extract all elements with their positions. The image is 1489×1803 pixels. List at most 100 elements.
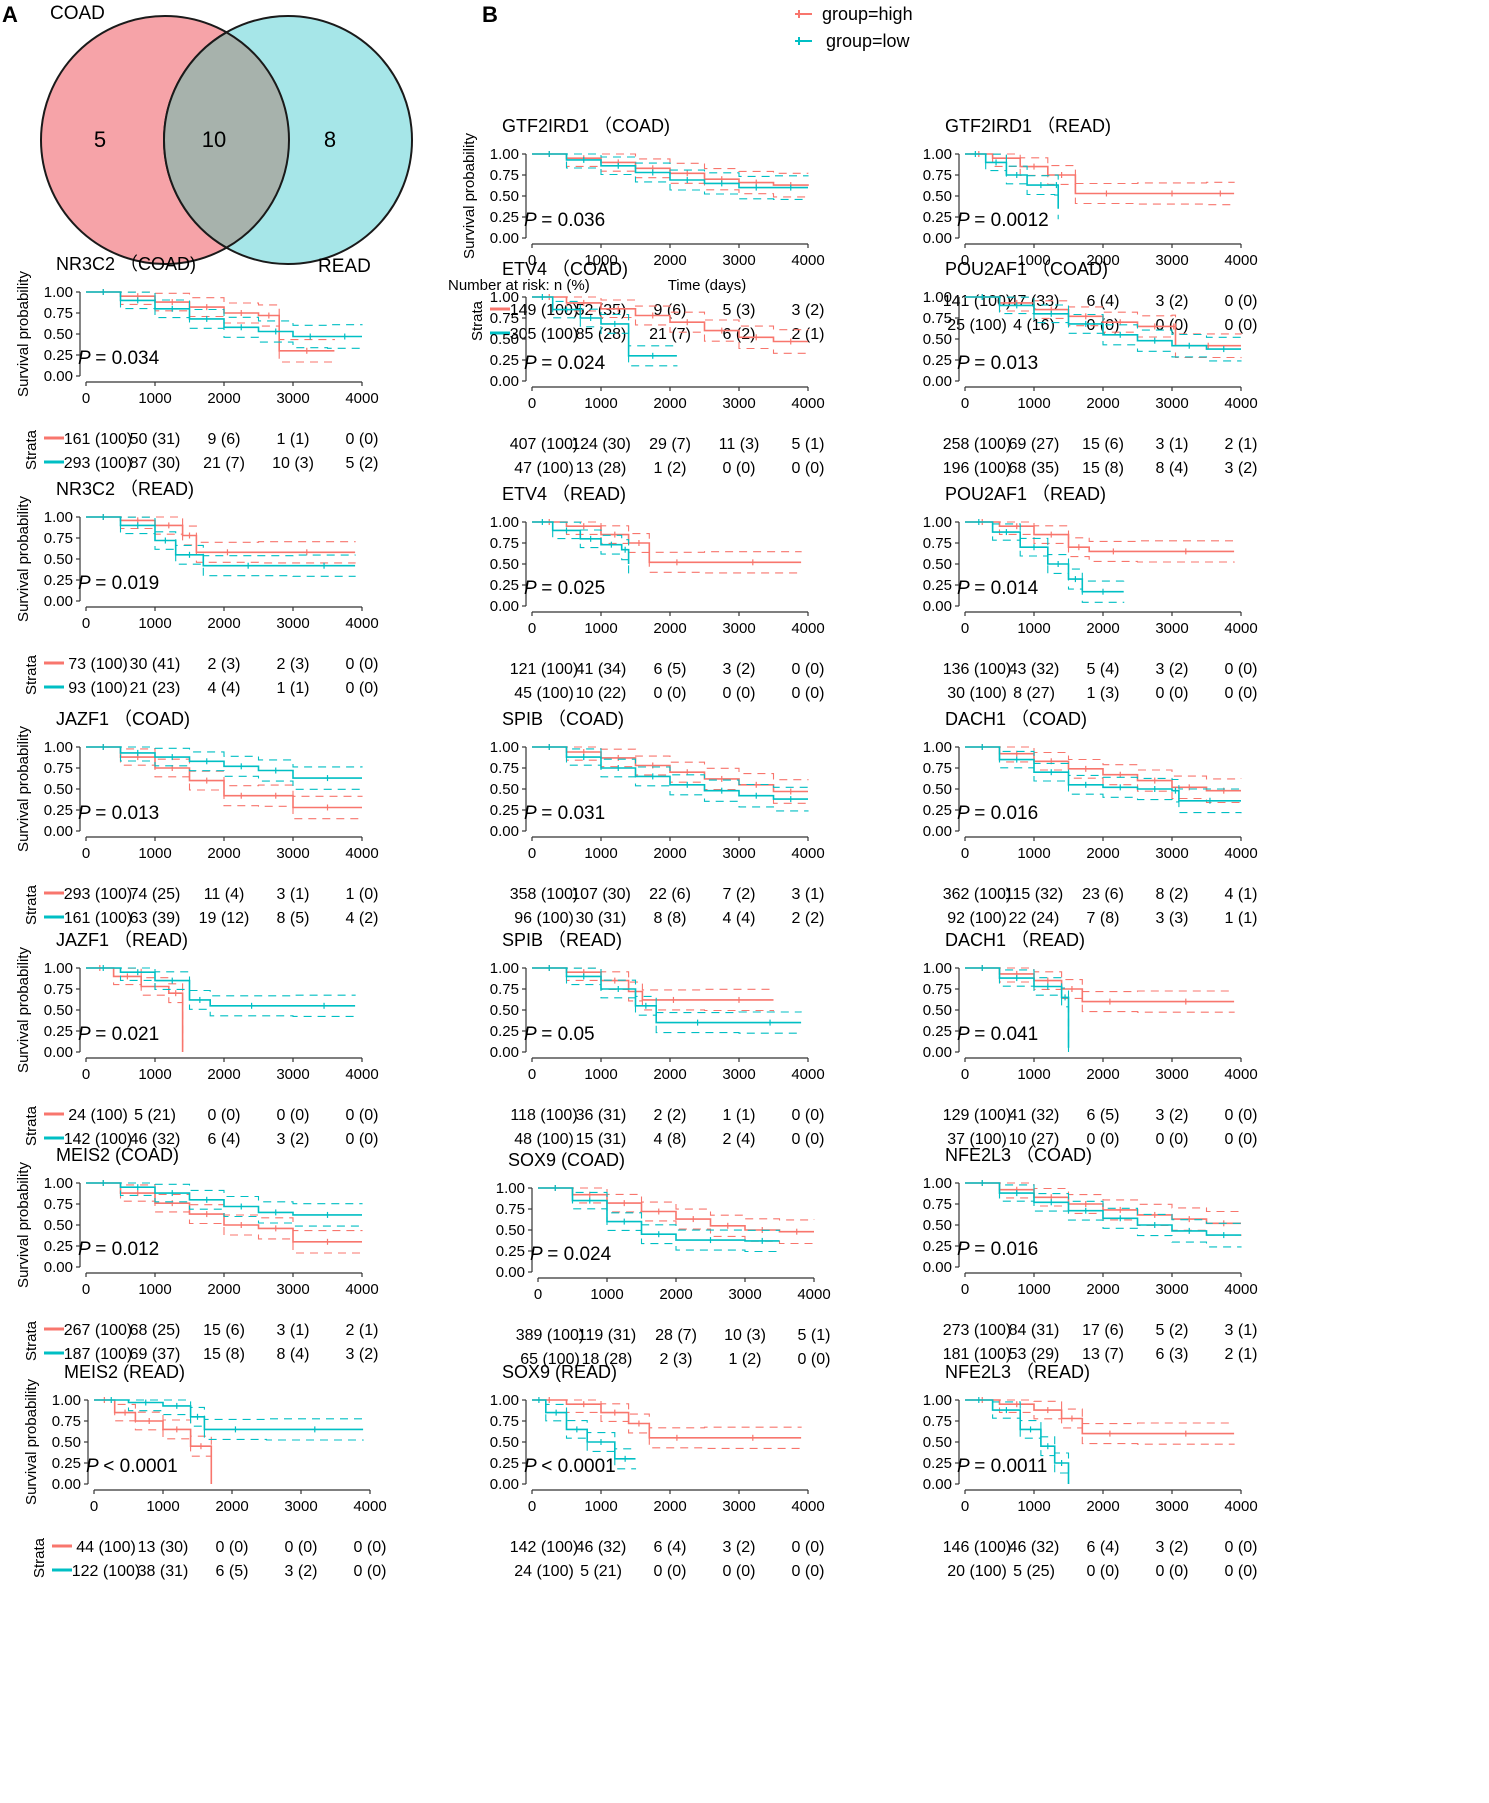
p-value: P = 0.036	[524, 210, 605, 231]
y-tick-label: 0.25	[44, 802, 73, 819]
y-tick-label: 1.00	[923, 739, 952, 756]
strata-label: Strata	[23, 884, 40, 925]
risk-cell-low: 38 (31)	[138, 1563, 189, 1580]
ci-lower-high	[86, 1182, 363, 1254]
p-symbol: P	[957, 353, 974, 374]
ci-lower-low	[94, 1399, 364, 1441]
risk-cell-high: 8 (2)	[1156, 886, 1189, 903]
risk-cell-high: 15 (6)	[203, 1322, 245, 1339]
x-tick-label: 1000	[1017, 1498, 1050, 1515]
strata-label: Strata	[31, 1537, 48, 1578]
x-tick-label: 1000	[584, 1066, 617, 1083]
risk-cell-high: 11 (3)	[719, 436, 760, 453]
km-plot-sox9_read: SOX9 (READ) 0.00 0.25 0.50 0.75 1.00 0 1000 2000…	[490, 1362, 825, 1580]
x-tick-label: 0	[961, 845, 969, 862]
plot-title: GTF2IRD1 （READ)	[945, 116, 1111, 136]
x-tick-label: 2000	[1086, 1281, 1119, 1298]
p-value: P = 0.024	[530, 1244, 612, 1265]
y-tick-label: 1.00	[44, 509, 73, 526]
risk-cell-high: 50 (31)	[130, 431, 181, 448]
x-tick-label: 4000	[1224, 395, 1257, 412]
p-value-text: = 0.036	[541, 210, 605, 231]
y-tick-label: 1.00	[44, 960, 73, 977]
y-tick-label: 0.00	[490, 823, 519, 840]
ci-lower-low	[532, 746, 809, 812]
risk-cell-high: 0 (0)	[346, 1107, 379, 1124]
plot-title: NR3C2 （COAD)	[56, 254, 196, 274]
ci-upper-high	[532, 1399, 802, 1429]
y-tick-label: 0.50	[52, 1434, 81, 1451]
y-tick-label: 0.75	[490, 981, 519, 998]
risk-cell-high: 3 (1)	[792, 886, 825, 903]
y-tick-label: 0.00	[923, 823, 952, 840]
plot-title: SOX9 (COAD)	[508, 1150, 625, 1170]
x-tick-label: 1000	[584, 620, 617, 637]
risk-cell-low: 3 (2)	[346, 1346, 379, 1363]
risk-cell-high: 43 (32)	[1009, 661, 1060, 678]
risk-cell-high: 30 (41)	[130, 656, 181, 673]
km-plot-meis2_read: MEIS2 (READ) 0.00 0.25 0.50 0.75 1.00 0 1000 200…	[23, 1362, 387, 1580]
p-value-text: = 0.024	[541, 353, 605, 374]
risk-cell-high: 0 (0)	[1225, 661, 1258, 678]
ci-upper-low	[532, 746, 809, 788]
x-tick-label: 3000	[722, 395, 755, 412]
p-symbol: P	[524, 353, 541, 374]
risk-cell-low: 142 (100)	[64, 1131, 133, 1148]
risk-cell-low: 10 (22)	[576, 685, 627, 702]
y-tick-label: 0.00	[44, 823, 73, 840]
x-tick-label: 3000	[722, 1498, 755, 1515]
x-tick-label: 3000	[728, 1286, 761, 1303]
ci-upper-high	[532, 746, 809, 781]
p-value: P = 0.013	[78, 803, 159, 824]
risk-cell-low: 0 (0)	[723, 1563, 756, 1580]
risk-cell-high: 41 (32)	[1009, 1107, 1060, 1124]
plot-title: DACH1 （READ)	[945, 930, 1085, 950]
ci-upper-low	[532, 153, 809, 177]
x-tick-label: 4000	[345, 1066, 378, 1083]
risk-cell-high: 124 (30)	[571, 436, 631, 453]
x-tick-label: 1000	[1017, 845, 1050, 862]
km-plot-sox9_coad: SOX9 (COAD) 0.00 0.25 0.50 0.75 1.00 0 1000 2000…	[496, 1150, 831, 1368]
venn-count-overlap: 10	[202, 127, 226, 152]
survival-curve-high	[532, 967, 774, 1001]
ci-upper-low	[86, 516, 356, 557]
risk-cell-high: 7 (2)	[723, 886, 756, 903]
ci-lower-low	[532, 1399, 637, 1470]
p-value-text: = 0.034	[95, 348, 159, 369]
risk-cell-low: 15 (8)	[203, 1346, 245, 1363]
risk-cell-low: 293 (100)	[64, 455, 133, 472]
risk-cell-low: 0 (0)	[346, 1131, 379, 1148]
x-tick-label: 2000	[207, 1281, 240, 1298]
risk-cell-low: 5 (21)	[580, 1563, 622, 1580]
x-tick-label: 0	[528, 252, 536, 269]
y-axis-title: Survival probability	[461, 133, 478, 259]
ci-lower-low	[532, 153, 809, 200]
survival-curve-low	[965, 521, 1124, 593]
y-tick-label: 0.00	[490, 230, 519, 247]
p-value-text: = 0.012	[95, 1239, 159, 1260]
risk-cell-high: 44 (100)	[76, 1539, 136, 1556]
y-tick-label: 0.75	[44, 981, 73, 998]
risk-cell-high: 273 (100)	[943, 1322, 1012, 1339]
risk-cell-low: 30 (31)	[576, 910, 627, 927]
y-tick-label: 1.00	[923, 289, 952, 306]
risk-cell-low: 8 (4)	[277, 1346, 310, 1363]
x-tick-label: 2000	[1086, 620, 1119, 637]
y-tick-label: 0.25	[923, 802, 952, 819]
y-tick-label: 0.75	[490, 760, 519, 777]
venn-overlap	[163, 31, 290, 249]
plot-title: NFE2L3 （READ)	[945, 1362, 1090, 1382]
venn-count-coad-only: 5	[94, 127, 106, 152]
risk-cell-high: 142 (100)	[510, 1539, 579, 1556]
risk-cell-high: 3 (2)	[792, 302, 825, 319]
x-tick-label: 1000	[584, 1498, 617, 1515]
venn-label-read: READ	[318, 256, 371, 277]
risk-cell-high: 118 (100)	[510, 1107, 577, 1124]
p-value-text: = 0.013	[974, 353, 1038, 374]
strata-label: Strata	[469, 300, 486, 341]
x-tick-label: 0	[82, 845, 90, 862]
risk-cell-low: 1 (3)	[1087, 685, 1120, 702]
x-tick-label: 3000	[276, 1281, 309, 1298]
x-tick-label: 4000	[797, 1286, 830, 1303]
risk-cell-low: 87 (30)	[130, 455, 181, 472]
